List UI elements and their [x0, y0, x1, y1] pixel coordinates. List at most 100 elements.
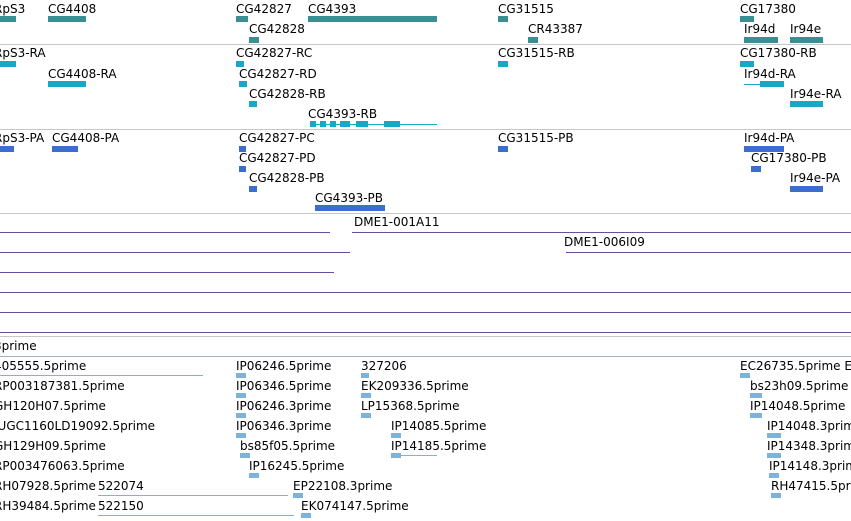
protein-label[interactable]: RpS3-PA: [0, 131, 45, 145]
protein-label[interactable]: CG17380-PB: [751, 151, 827, 165]
transcript-label[interactable]: CG4393-RB: [308, 107, 378, 121]
clone-feature[interactable]: [352, 232, 851, 233]
est-feature[interactable]: [767, 453, 781, 458]
est-feature[interactable]: [771, 493, 781, 498]
est-label[interactable]: bs85f05.5prime: [240, 439, 336, 453]
est-feature[interactable]: [767, 433, 781, 438]
gene-feature[interactable]: [308, 16, 437, 22]
protein-feature[interactable]: [249, 186, 257, 192]
est-label[interactable]: JUGC1160LD19092.5prime: [0, 419, 156, 433]
clone-feature[interactable]: [0, 292, 851, 293]
gene-feature[interactable]: [48, 16, 86, 22]
est-label[interactable]: IP06246.3prime: [236, 399, 332, 413]
est-label[interactable]: bs23h09.5prime: [750, 379, 849, 393]
gene-label[interactable]: CG42827: [236, 2, 292, 16]
transcript-label[interactable]: CG42827-RD: [239, 67, 317, 81]
protein-label[interactable]: CG42827-PC: [239, 131, 315, 145]
protein-label[interactable]: CG4408-PA: [52, 131, 120, 145]
est-feature[interactable]: [293, 493, 303, 498]
clone-feature[interactable]: [0, 232, 330, 233]
est-label[interactable]: GH129H09.5prime: [0, 439, 106, 453]
est-label[interactable]: IP14048.3prime: [767, 419, 851, 433]
transcript-label[interactable]: CG31515-RB: [498, 46, 575, 60]
transcript-label[interactable]: Ir94e-RA: [790, 87, 842, 101]
est-feature[interactable]: [769, 473, 779, 478]
transcript-label[interactable]: CG4408-RA: [48, 67, 117, 81]
clone-feature[interactable]: [0, 252, 350, 253]
gene-feature[interactable]: [740, 16, 754, 22]
protein-label[interactable]: CG31515-PB: [498, 131, 574, 145]
transcript-exon[interactable]: [320, 121, 326, 127]
protein-label[interactable]: Ir94d-PA: [744, 131, 795, 145]
protein-feature[interactable]: [498, 146, 508, 152]
protein-feature[interactable]: [0, 146, 14, 152]
clone-feature[interactable]: [0, 332, 851, 333]
protein-feature[interactable]: [744, 146, 784, 152]
transcript-exon[interactable]: [384, 121, 400, 127]
est-feature[interactable]: [361, 393, 371, 398]
est-label[interactable]: RP003476063.5prime: [0, 459, 125, 473]
est-label[interactable]: IP14085.5prime: [391, 419, 487, 433]
est-label[interactable]: IP06346.5prime: [236, 379, 332, 393]
clone-label[interactable]: DME1-001A11: [354, 215, 440, 229]
transcript-feature[interactable]: [236, 61, 244, 67]
est-feature[interactable]: [740, 373, 750, 378]
est-label[interactable]: RH07928.5prime: [0, 479, 96, 493]
est-label[interactable]: IP14185.5prime: [391, 439, 487, 453]
est-feature[interactable]: [391, 453, 401, 458]
est-label[interactable]: EK074147.5prime: [301, 499, 409, 513]
gene-feature[interactable]: [249, 37, 259, 43]
gene-feature[interactable]: [528, 37, 538, 43]
transcript-exon[interactable]: [340, 121, 350, 127]
est-label[interactable]: LP15368.5prime: [361, 399, 460, 413]
est-feature[interactable]: [98, 515, 294, 516]
transcript-feature[interactable]: [790, 101, 823, 107]
protein-feature[interactable]: [790, 186, 823, 192]
est-label[interactable]: IP06246.5prime: [236, 359, 332, 373]
transcript-label[interactable]: RpS3-RA: [0, 46, 46, 60]
est-label[interactable]: 327206: [361, 359, 407, 373]
transcript-label[interactable]: Ir94d-RA: [744, 67, 796, 81]
protein-label[interactable]: CG42827-PD: [239, 151, 316, 165]
est-label[interactable]: IP14348.3prime: [767, 439, 851, 453]
clone-feature[interactable]: [0, 312, 851, 313]
est-feature[interactable]: [236, 373, 246, 378]
transcript-exon[interactable]: [356, 121, 368, 127]
est-label[interactable]: IP14148.3prime: [769, 459, 851, 473]
gene-feature[interactable]: [498, 16, 508, 22]
est-label[interactable]: IP16245.5prime: [249, 459, 345, 473]
est-label[interactable]: IP14048.5prime: [750, 399, 846, 413]
est-feature[interactable]: [0, 375, 203, 376]
clone-feature[interactable]: [0, 272, 334, 273]
gene-feature[interactable]: [744, 37, 778, 43]
transcript-label[interactable]: CG42828-RB: [249, 87, 326, 101]
gene-feature[interactable]: [790, 37, 823, 43]
est-feature[interactable]: [236, 413, 246, 418]
est-feature[interactable]: [361, 373, 369, 378]
gene-label[interactable]: CG17380: [740, 2, 796, 16]
est-label[interactable]: EP22108.3prime: [293, 479, 393, 493]
est-label[interactable]: RH39484.5prime: [0, 499, 96, 513]
gene-label[interactable]: Ir94d: [744, 22, 776, 36]
est-feature[interactable]: [750, 393, 762, 398]
est-label[interactable]: RP003187381.5prime: [0, 379, 125, 393]
est-label[interactable]: EC26735.5prime E: [740, 359, 851, 373]
est-label[interactable]: 522074: [98, 479, 144, 493]
transcript-feature[interactable]: [498, 61, 508, 67]
gene-feature[interactable]: [0, 16, 16, 22]
protein-feature[interactable]: [751, 166, 761, 172]
est-feature[interactable]: [240, 453, 250, 458]
protein-feature[interactable]: [315, 205, 385, 211]
est-feature[interactable]: [361, 413, 371, 418]
est-label[interactable]: 405555.5prime: [0, 359, 87, 373]
protein-feature[interactable]: [52, 146, 78, 152]
transcript-label[interactable]: CG17380-RB: [740, 46, 817, 60]
transcript-feature[interactable]: [239, 81, 247, 87]
protein-label[interactable]: CG4393-PB: [315, 191, 384, 205]
transcript-label[interactable]: CG42827-RC: [236, 46, 313, 60]
transcript-feature[interactable]: [760, 81, 784, 87]
gene-label[interactable]: CG31515: [498, 2, 554, 16]
gene-label[interactable]: CG42828: [249, 22, 305, 36]
gene-label[interactable]: CR43387: [528, 22, 583, 36]
